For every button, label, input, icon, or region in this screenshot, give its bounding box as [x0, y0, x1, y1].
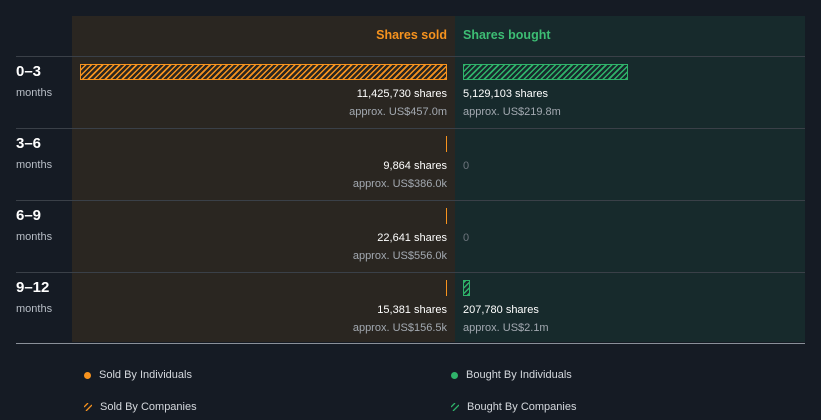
period-label: 9–12: [16, 279, 50, 296]
period-label: 6–9: [16, 207, 42, 224]
sold-shares-value: 15,381 shares: [377, 304, 447, 316]
orange-dot-icon: [84, 371, 91, 379]
sold-usd-value: approx. US$556.0k: [352, 250, 447, 262]
period-label: 0–3: [16, 63, 42, 80]
row-divider: [16, 272, 805, 273]
bought-usd-value: approx. US$2.1m: [463, 322, 549, 334]
bought-shares-value: 5,129,103 shares: [463, 88, 549, 100]
sold-bar: [446, 280, 447, 296]
sold-shares-value: 22,641 shares: [377, 232, 447, 244]
row-divider: [16, 56, 805, 57]
green-hatch-icon: [451, 403, 459, 411]
sold-shares-value: 9,864 shares: [383, 160, 447, 172]
sold-bar: [446, 136, 447, 152]
bought-shares-value: 0: [463, 232, 470, 244]
sold-usd-value: approx. US$156.5k: [352, 322, 447, 334]
shares-sold-header: Shares sold: [376, 28, 447, 42]
bought-shares-value: 0: [463, 160, 470, 172]
sold-usd-value: approx. US$386.0k: [352, 178, 447, 190]
sold-usd-value: approx. US$457.0m: [349, 106, 447, 118]
legend-bought-companies: Bought By Companies: [451, 401, 576, 413]
bought-usd-value: approx. US$219.8m: [463, 106, 561, 118]
sold-shares-value: 11,425,730 shares: [356, 88, 447, 100]
bought-bar: [463, 280, 470, 296]
legend-label: Bought By Individuals: [466, 369, 572, 381]
legend-sold-companies: Sold By Companies: [84, 401, 197, 413]
legend-label: Bought By Companies: [467, 401, 577, 413]
legend-label: Sold By Companies: [100, 401, 197, 413]
legend-label: Sold By Individuals: [99, 369, 192, 381]
period-unit: months: [16, 159, 53, 171]
orange-hatch-icon: [84, 403, 92, 411]
sold-bar: [80, 64, 447, 80]
chart-row: 3–6 months 9,864 shares approx. US$386.0k 0: [0, 128, 821, 200]
chart-row: 6–9 months 22,641 shares approx. US$556.0k 0: [0, 200, 821, 272]
period-label: 3–6: [16, 135, 42, 152]
bottom-divider: [16, 343, 805, 344]
row-divider: [16, 128, 805, 129]
shares-bought-header: Shares bought: [463, 28, 551, 42]
sold-bar: [446, 208, 447, 224]
bought-bar: [463, 64, 628, 80]
green-dot-icon: [451, 371, 458, 379]
legend-bought-individuals: Bought By Individuals: [451, 369, 572, 381]
chart-row: 9–12 months 15,381 shares approx. US$156.5k…: [0, 272, 821, 344]
row-divider: [16, 200, 805, 201]
period-unit: months: [16, 231, 53, 243]
period-unit: months: [16, 303, 53, 315]
chart-row: 0–3 months 11,425,730 shares approx. US$457…: [0, 56, 821, 128]
period-unit: months: [16, 87, 53, 99]
bought-shares-value: 207,780 shares: [463, 304, 539, 316]
legend-sold-individuals: Sold By Individuals: [84, 369, 192, 381]
